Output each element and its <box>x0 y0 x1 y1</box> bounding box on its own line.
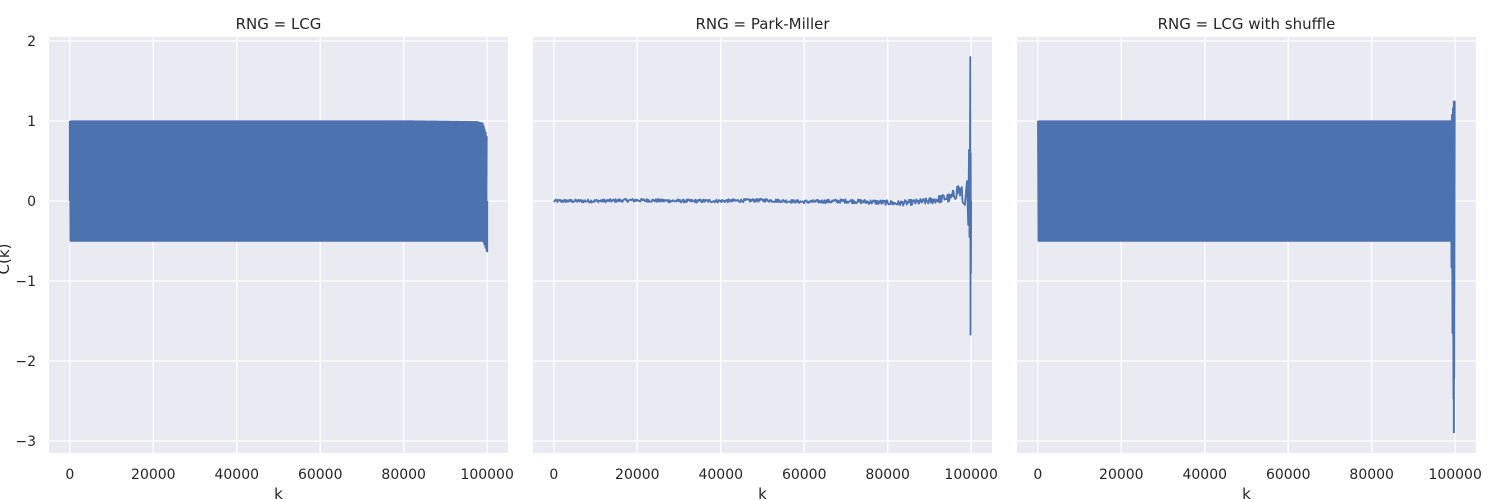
x-tick-label: 60000 <box>298 467 343 483</box>
series-group <box>68 120 489 253</box>
x-tick-label: 20000 <box>615 467 660 483</box>
facet-panel-2: RNG = Park-Miller 0 20000 40000 60000 80000 10… <box>533 15 998 500</box>
y-axis-label: C(k) <box>0 244 13 275</box>
x-tick-label: 100000 <box>1428 467 1481 483</box>
plot-area <box>49 37 508 453</box>
facet-panel-1: RNG = LCG 0 20000 40000 60000 80000 100000 −3 −2… <box>0 15 514 500</box>
y-tick-label: −3 <box>15 434 36 450</box>
y-tick-label: −1 <box>15 274 36 290</box>
x-tick-label: 40000 <box>698 467 743 483</box>
x-tick-label: 60000 <box>782 467 827 483</box>
x-tick-label: 0 <box>65 467 74 483</box>
x-tick-label: 0 <box>549 467 558 483</box>
panel-title: RNG = LCG with shuffle <box>1158 15 1336 33</box>
x-tick-label: 40000 <box>214 467 259 483</box>
x-tick-label: 80000 <box>1349 467 1394 483</box>
series-band <box>1037 101 1456 433</box>
x-axis-label: k <box>1242 485 1251 500</box>
plot-area <box>1017 37 1476 453</box>
x-tick-label: 0 <box>1033 467 1042 483</box>
series-band <box>69 121 488 253</box>
x-tick-label: 80000 <box>381 467 426 483</box>
x-tick-label: 80000 <box>865 467 910 483</box>
series-line <box>553 56 973 336</box>
series-group <box>1037 100 1456 433</box>
x-tick-label: 100000 <box>944 467 997 483</box>
x-tick-label: 60000 <box>1266 467 1311 483</box>
panel-title: RNG = LCG <box>236 15 322 33</box>
x-tick-label: 20000 <box>1099 467 1144 483</box>
plot-area <box>533 37 992 453</box>
y-tick-label: −2 <box>15 354 36 370</box>
x-tick-label: 20000 <box>131 467 176 483</box>
facet-panel-3: RNG = LCG with shuffle 0 20000 40000 60000 80… <box>1017 15 1482 500</box>
x-axis-label: k <box>758 485 767 500</box>
x-tick-label: 40000 <box>1182 467 1227 483</box>
panel-title: RNG = Park-Miller <box>695 15 830 33</box>
y-tick-label: 2 <box>27 34 36 50</box>
x-tick-label: 100000 <box>460 467 513 483</box>
x-axis-label: k <box>274 485 283 500</box>
series-group <box>553 56 973 336</box>
y-tick-label: 0 <box>27 194 36 210</box>
y-tick-label: 1 <box>27 114 36 130</box>
